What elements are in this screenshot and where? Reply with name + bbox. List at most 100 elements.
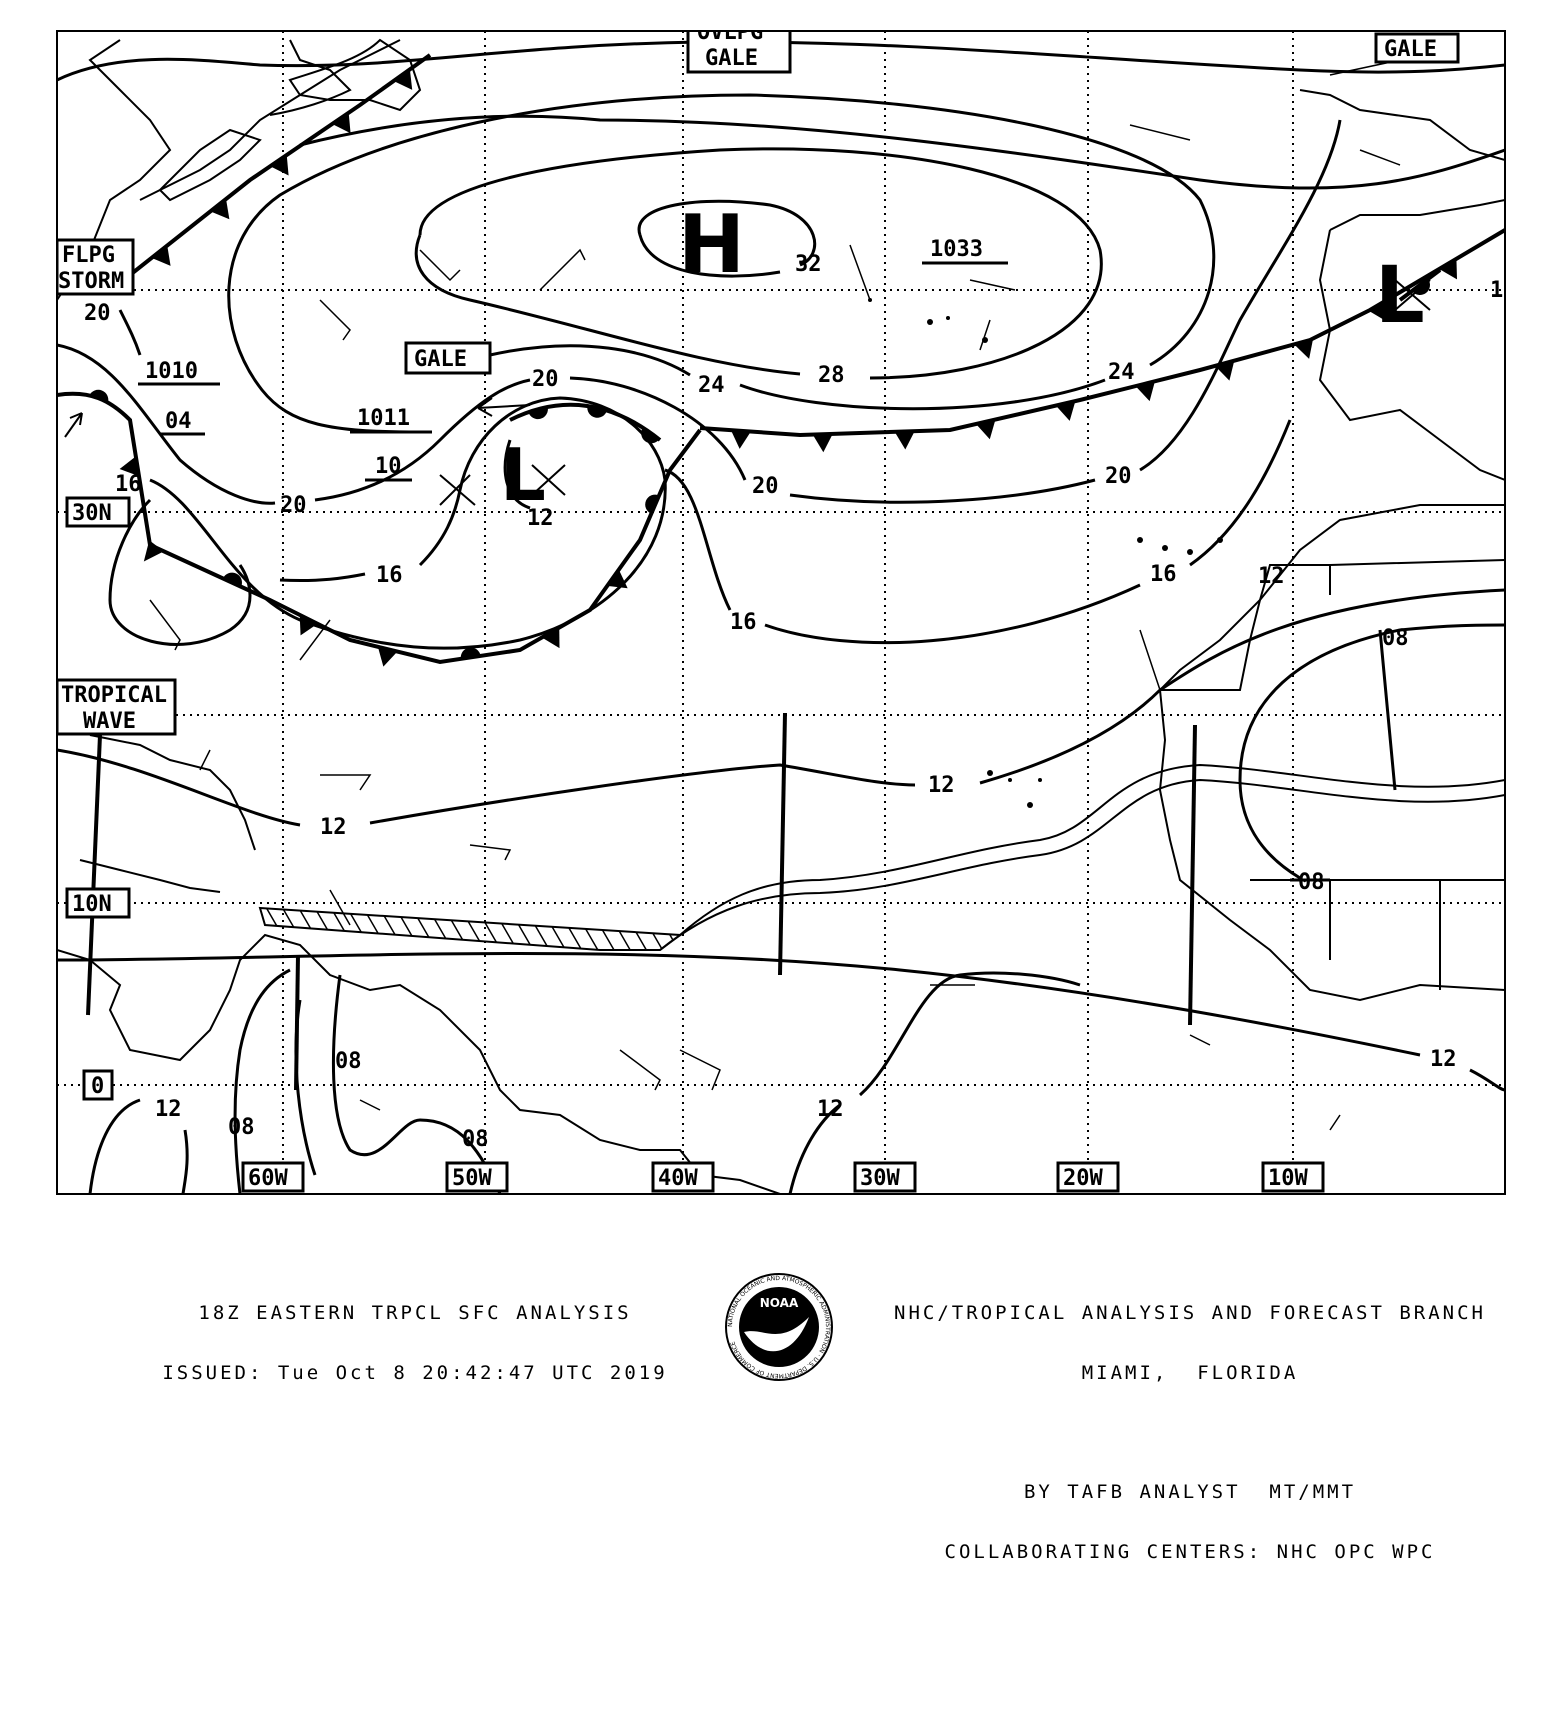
pressure-centers: H L L [64, 198, 1431, 517]
tropical-wave-axis [86, 734, 102, 1016]
isobar-1016-east [664, 419, 1292, 645]
coast-caribbean-islands [79, 734, 256, 893]
central-pressure-label: 1011 [357, 406, 410, 431]
isobar-label: 08 [1382, 626, 1409, 651]
product-title: 18Z EASTERN TRPCL SFC ANALYSIS [198, 1302, 632, 1324]
tropical-waves [86, 712, 1197, 1091]
cold-front-triangle [332, 112, 351, 134]
noaa-logo-text: NOAA [760, 1296, 799, 1310]
isobar-label: 12 [928, 773, 955, 798]
issuing-office-block: NHC/TROPICAL ANALYSIS AND FORECAST BRANC… [840, 1263, 1540, 1582]
warm-front-semicircle [222, 572, 242, 587]
lon-label: 40W [658, 1166, 698, 1191]
coast-africa-borders [1160, 559, 1505, 990]
issued-timestamp: ISSUED: Tue Oct 8 20:42:47 UTC 2019 [162, 1362, 668, 1384]
isobar-1024 [227, 93, 1216, 434]
warm-front-semicircle [528, 406, 548, 420]
isobar-label: 24 [1108, 360, 1135, 385]
cold-front-triangle [541, 627, 560, 649]
isobar-label: 16 [730, 610, 757, 635]
isobar-label: 20 [280, 493, 307, 518]
boxed-labels: OVLPG GALE GALE FLPG STORM GALE TROPICAL… [57, 20, 1460, 736]
low-pressure-symbol-iberia: L [1375, 251, 1425, 341]
collaborating-centers: COLLABORATING CENTERS: NHC OPC WPC [944, 1541, 1436, 1563]
occluded-front [57, 391, 702, 665]
isobar-label: 12 [817, 1097, 844, 1122]
isobar-1020-inner [57, 343, 747, 505]
cold-front-triangle [270, 154, 289, 176]
cold-front-triangle [894, 431, 915, 450]
isobar-1012-far-sw [88, 1098, 189, 1194]
central-pressure-label: 04 [165, 409, 192, 434]
low-center-x-icon [1394, 279, 1431, 311]
lon-label: 30W [860, 1166, 900, 1191]
isobar-1008-south [331, 974, 502, 1194]
fronts [57, 53, 1505, 667]
warm-front-semicircle [645, 494, 660, 514]
tropical-label: TROPICAL [61, 683, 167, 708]
cold-front-triangle [393, 69, 413, 90]
cold-front-triangle [210, 198, 230, 220]
cold-front-triangle [812, 433, 833, 453]
isobar-label: 20 [84, 301, 111, 326]
isobar-label: 20 [532, 367, 559, 392]
isobar-1012-low-center [503, 439, 531, 510]
cold-front-triangle [143, 540, 164, 562]
surface-analysis-map: H L L 1033 1011 1010 04 10 32 28 24 24 [56, 20, 1506, 1195]
isobar-label: 16 [376, 563, 403, 588]
isobar-1016-west [108, 498, 252, 646]
isobar-label: 16 [115, 472, 142, 497]
wave-label: WAVE [83, 709, 136, 734]
warm-front-semicircle [641, 427, 660, 444]
coast-iberia [1318, 199, 1505, 481]
noaa-logo: NOAA NATIONAL OCEANIC AND ATMOSPHERIC AD… [725, 1273, 833, 1381]
old-low-x-icon [439, 474, 476, 506]
coast-north-africa [1158, 504, 1505, 1002]
itcz-double-line-upper [679, 763, 1505, 936]
isobar-label: 12 [527, 506, 554, 531]
office-location: MIAMI, FLORIDA [1081, 1362, 1299, 1384]
lat-labels: 30N 10N 0 [65, 496, 131, 1101]
lat-label: 0 [91, 1074, 104, 1099]
office-name: NHC/TROPICAL ANALYSIS AND FORECAST BRANC… [894, 1302, 1486, 1324]
isobar-1012 [57, 588, 1505, 827]
coast-south-america [57, 933, 781, 1194]
isobar-label: 20 [1105, 464, 1132, 489]
low-center-x-icon [531, 464, 566, 496]
central-pressure-values: 1033 1011 1010 04 10 [138, 237, 1008, 482]
analyst: BY TAFB ANALYST MT/MMT [1023, 1481, 1357, 1503]
isobar-label: 12 [155, 1097, 182, 1122]
isobar-label: 20 [752, 474, 779, 499]
coast-newfoundland [288, 38, 422, 112]
isobar-1008-sw [233, 968, 317, 1194]
central-pressure-label: 1010 [145, 359, 198, 384]
isobar-1016-low [149, 396, 667, 650]
cold-front-triangle [377, 646, 398, 667]
ovlpg-label: OVLPG [697, 20, 763, 45]
isobar-label: 12 [320, 815, 347, 840]
central-pressure-label: 1033 [930, 237, 983, 262]
tropical-wave-axis [1188, 724, 1197, 1026]
isobar-1012-sw [788, 971, 1081, 1194]
isobar-label: 08 [335, 1049, 362, 1074]
isobar-1012-south [57, 951, 1505, 1092]
gale-label: GALE [705, 46, 758, 71]
cold-front-triangle [1135, 381, 1155, 402]
isobar-label: 12 [1430, 1047, 1457, 1072]
product-title-block: 18Z EASTERN TRPCL SFC ANALYSIS ISSUED: T… [100, 1263, 730, 1403]
isobar-1020-east [789, 119, 1342, 504]
high-pressure-symbol: H [678, 198, 745, 291]
warm-front-semicircle [587, 405, 607, 418]
coast-nova-scotia [158, 128, 262, 202]
cold-front-triangle [1215, 360, 1235, 381]
central-pressure-label: 10 [375, 454, 402, 479]
cold-front-triangle [151, 245, 171, 266]
isobar-1012-west-aux [1290, 629, 1397, 882]
movement-arrow-icon [64, 412, 83, 438]
warm-front-low [509, 402, 662, 442]
lon-label: 20W [1063, 1166, 1103, 1191]
cold-front-triangle [299, 614, 318, 636]
lon-label: 60W [248, 1166, 288, 1191]
warm-front-semicircle [460, 647, 481, 659]
flpg-label: FLPG [62, 243, 115, 268]
